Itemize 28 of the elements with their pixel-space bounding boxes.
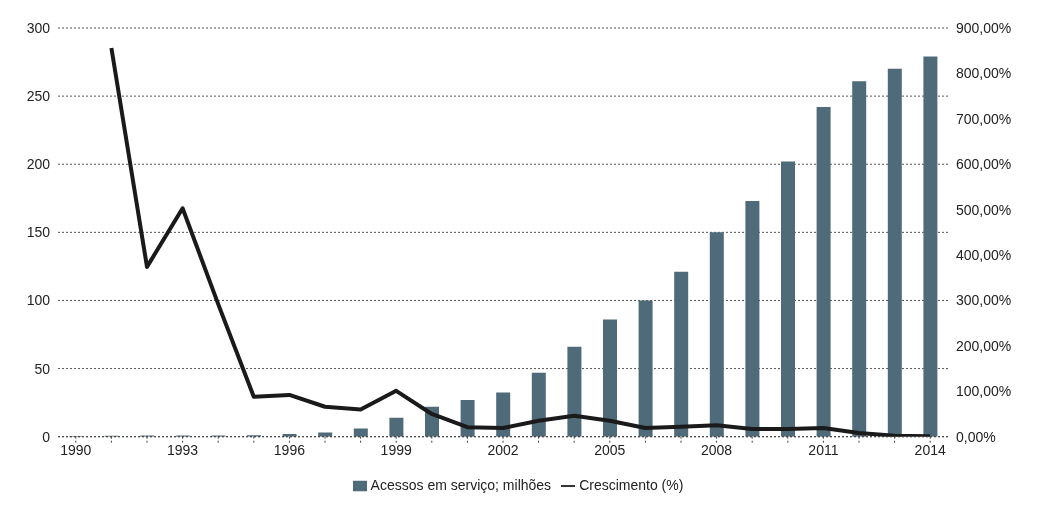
y2-tick-label: 0,00% <box>956 428 996 445</box>
y2-tick-label: 600,00% <box>956 156 1012 173</box>
x-tick-label: 1993 <box>167 441 199 458</box>
y2-tick-label: 300,00% <box>956 292 1012 309</box>
y2-tick-label: 500,00% <box>956 201 1012 218</box>
y-tick-label: 100 <box>26 292 51 309</box>
legend-label: Acessos em serviço; milhões <box>370 476 552 493</box>
x-tick-label: 2002 <box>487 441 519 458</box>
x-tick-label: 2008 <box>701 441 733 458</box>
legend-label: Crescimento (%) <box>579 476 684 493</box>
y-tick-label: 250 <box>26 88 51 105</box>
y2-tick-label: 400,00% <box>956 247 1012 264</box>
y2-tick-label: 200,00% <box>956 337 1012 354</box>
y-tick-label: 50 <box>34 360 51 377</box>
x-tick-label: 2014 <box>914 441 946 458</box>
y-tick-label: 150 <box>26 224 51 241</box>
x-tick-label: 1990 <box>60 441 92 458</box>
y-tick-label: 0 <box>42 428 51 445</box>
x-tick-label: 1996 <box>273 441 306 458</box>
x-tick-label: 2005 <box>594 441 626 458</box>
y-tick-label: 200 <box>26 156 51 173</box>
y-tick-label: 300 <box>26 19 51 36</box>
y2-tick-label: 800,00% <box>956 65 1012 82</box>
x-tick-label: 1999 <box>380 441 412 458</box>
x-tick-label: 2011 <box>808 441 839 458</box>
y2-tick-label: 700,00% <box>956 110 1012 127</box>
y2-tick-label: 900,00% <box>956 19 1012 36</box>
y2-tick-label: 100,00% <box>956 383 1012 400</box>
